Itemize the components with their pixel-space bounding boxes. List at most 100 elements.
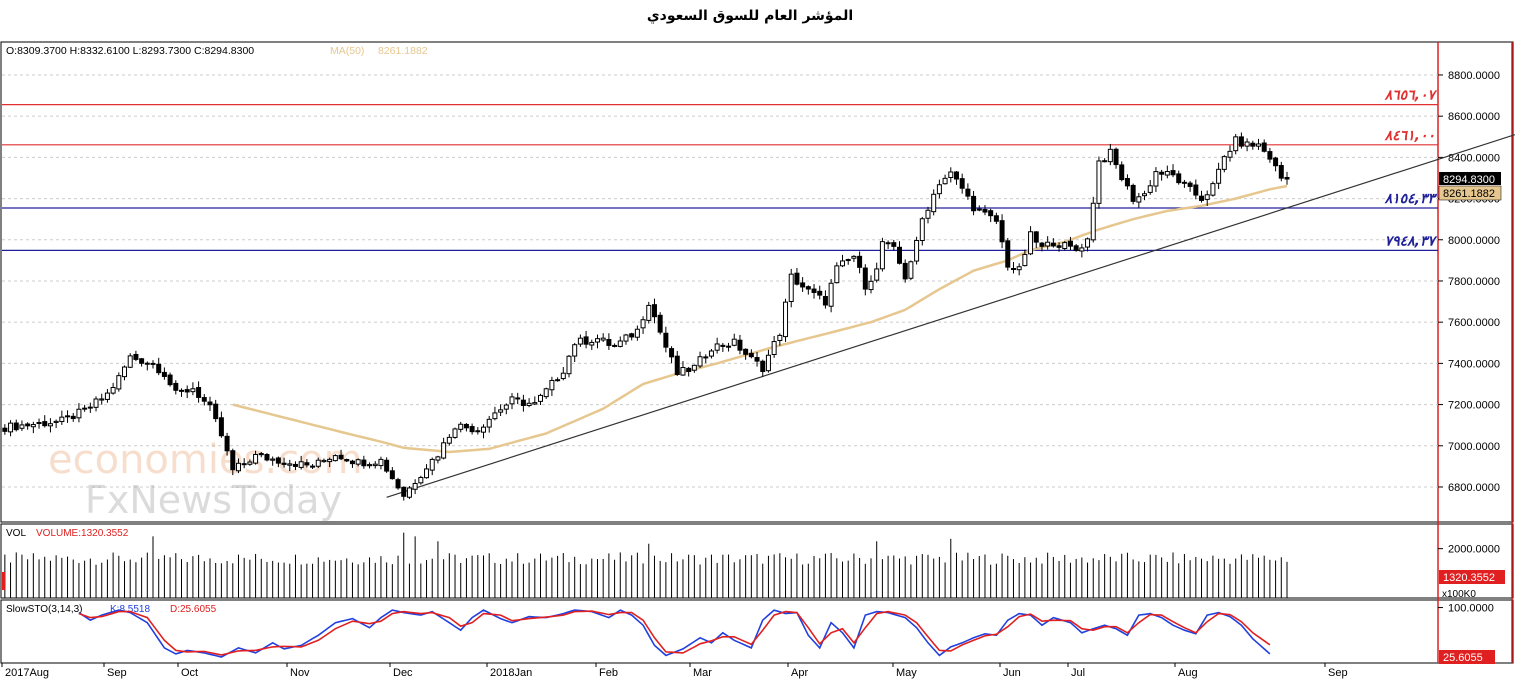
stoch-tick: 100.0000 <box>1448 603 1494 615</box>
candle <box>498 404 504 417</box>
candle-body <box>441 442 447 459</box>
candle-body <box>708 350 714 357</box>
candle <box>1113 147 1119 169</box>
candle-body <box>424 468 430 479</box>
x-tick-label: Dec <box>393 667 413 679</box>
candle <box>794 267 800 286</box>
stoch-tag-bg <box>1439 650 1495 664</box>
last-price-tag: 8294.8300 <box>1443 174 1495 186</box>
candle-body <box>993 215 999 222</box>
chart-title: المؤشر العام للسوق السعودي <box>646 8 854 24</box>
candle-body <box>971 195 977 212</box>
candle-body <box>498 409 504 413</box>
y-tick-label: 8000.0000 <box>1448 235 1500 247</box>
candle-body <box>1278 165 1284 179</box>
candle <box>874 262 880 283</box>
volume-label: VOL <box>6 528 26 539</box>
candle <box>754 352 760 367</box>
candle <box>982 205 988 216</box>
candle-body <box>959 178 965 189</box>
candle-body <box>116 375 122 390</box>
candle <box>669 346 675 364</box>
candle <box>481 424 487 439</box>
candle <box>122 365 128 381</box>
candle-body <box>378 458 384 467</box>
x-tick-label: Sep <box>1328 667 1348 679</box>
candle <box>640 316 646 334</box>
candle-body <box>549 379 555 391</box>
candle-body <box>1284 176 1290 180</box>
candle-body <box>817 290 823 296</box>
candle-body <box>862 267 868 290</box>
candle-body <box>942 177 948 185</box>
candle-body <box>144 362 150 365</box>
candle <box>703 354 709 364</box>
candle <box>891 239 897 251</box>
candle <box>1022 249 1028 267</box>
candle-body <box>594 338 600 343</box>
candle-body <box>1107 148 1113 163</box>
candle-body <box>173 382 179 391</box>
candle <box>1261 139 1267 153</box>
ohlc-readout: O:8309.3700 H:8332.6100 L:8293.7300 C:82… <box>6 45 254 57</box>
candle <box>469 423 475 435</box>
candle-body <box>777 334 783 341</box>
candle-body <box>133 353 139 360</box>
candle <box>110 382 116 395</box>
candle <box>13 419 19 432</box>
candle-body <box>25 423 31 427</box>
candle-body <box>1056 245 1062 248</box>
candle <box>144 361 150 371</box>
candle <box>1102 158 1108 163</box>
candle-body <box>1199 195 1205 201</box>
candle-body <box>1273 157 1279 167</box>
candle-body <box>988 210 994 217</box>
candle-body <box>680 367 686 376</box>
candle-body <box>1142 193 1148 197</box>
candle-body <box>669 348 675 358</box>
candle <box>674 350 680 376</box>
candle <box>953 171 959 185</box>
candle <box>834 262 840 284</box>
candle-body <box>1147 185 1153 193</box>
candle <box>931 189 937 216</box>
candle <box>919 216 925 246</box>
candle-body <box>287 463 293 466</box>
candle <box>1062 240 1068 251</box>
candle <box>184 385 190 399</box>
candle-body <box>47 423 53 427</box>
candle-body <box>1181 181 1187 184</box>
level-label: ٨١٥٤,٣٣ <box>1384 191 1438 207</box>
candle-body <box>59 416 65 423</box>
last-price-tag-bg <box>1439 171 1501 185</box>
candle <box>1181 179 1187 188</box>
horizontal-levels: ٨٦٥٦,٠٧ ٨٤٦١,٠٠ ٨١٥٤,٣٣ ٧٩٤٨,٣٧ <box>2 88 1438 252</box>
candle <box>594 334 600 349</box>
candle-body <box>543 388 549 398</box>
candle <box>441 437 447 460</box>
candle <box>822 290 828 309</box>
candle-body <box>1233 136 1239 152</box>
candle <box>361 455 367 469</box>
candle <box>1221 155 1227 173</box>
candle <box>600 333 606 343</box>
candle <box>959 173 965 194</box>
candle-body <box>583 336 589 345</box>
candle <box>777 333 783 346</box>
vol-unit: x100K0 <box>1442 589 1476 600</box>
candle-body <box>515 397 521 400</box>
candle <box>344 458 350 463</box>
candle-body <box>999 220 1005 243</box>
candle-body <box>19 424 25 429</box>
candle <box>298 455 304 470</box>
candle-body <box>327 458 333 463</box>
candle <box>976 205 982 212</box>
candle <box>686 366 692 377</box>
candle-body <box>1204 194 1210 200</box>
candle-body <box>606 339 612 346</box>
candle-body <box>623 334 629 342</box>
candle <box>1107 143 1113 166</box>
candle <box>765 349 771 373</box>
candle-body <box>914 240 920 262</box>
